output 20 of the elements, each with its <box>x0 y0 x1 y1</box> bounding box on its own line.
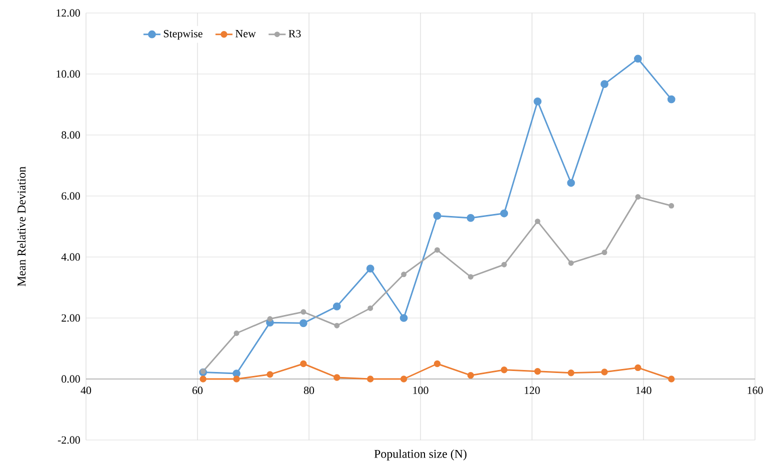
y-tick-label: 8.00 <box>62 131 80 139</box>
y-tick-label: 0.00 <box>62 375 80 383</box>
x-tick-label: 120 <box>524 386 540 394</box>
x-tick-label: 140 <box>636 386 652 394</box>
legend-label: Stepwise <box>164 30 202 40</box>
x-tick-label: 40 <box>80 386 92 394</box>
x-tick-label: 60 <box>192 386 203 394</box>
x-tick-label: 160 <box>748 386 763 394</box>
y-tick-label: 2.00 <box>62 314 80 322</box>
legend-label: New <box>236 30 256 38</box>
x-tick-label: 100 <box>413 386 428 394</box>
y-tick-label: -2.00 <box>58 436 80 444</box>
y-tick-label: 6.00 <box>62 192 80 200</box>
x-tick-label: 80 <box>304 386 314 394</box>
y-tick-label: 10.00 <box>56 70 80 78</box>
y-tick-label: 12.00 <box>56 9 80 17</box>
y-tick-label: 4.00 <box>61 253 80 261</box>
legend-label: R3 <box>288 30 301 38</box>
y-axis-title: Mean Relative Deviation <box>17 166 26 286</box>
x-axis-title: Population size (N) <box>374 449 466 460</box>
